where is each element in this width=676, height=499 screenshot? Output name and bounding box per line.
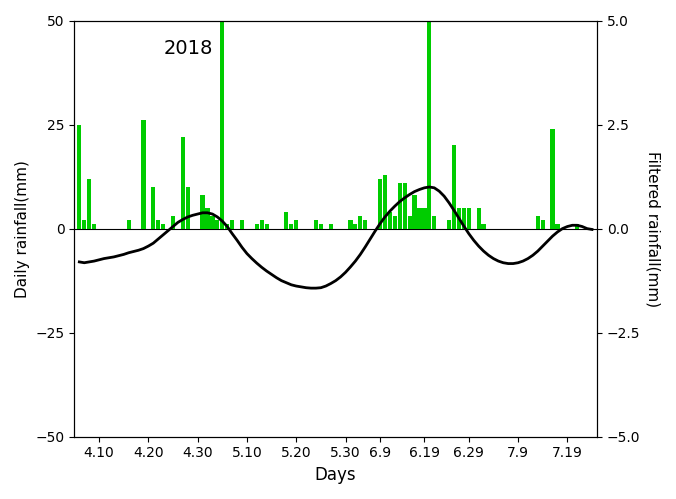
Bar xyxy=(363,220,367,229)
Bar xyxy=(556,225,560,229)
Bar xyxy=(151,187,155,229)
Bar xyxy=(457,208,461,229)
Bar xyxy=(550,129,555,229)
Bar xyxy=(422,208,427,229)
Bar xyxy=(319,225,323,229)
Bar xyxy=(383,175,387,229)
Bar xyxy=(220,20,224,229)
Bar xyxy=(92,225,96,229)
Bar xyxy=(77,125,81,229)
Bar xyxy=(201,195,205,229)
Bar xyxy=(427,20,431,229)
Bar xyxy=(575,225,579,229)
Bar xyxy=(393,216,397,229)
Bar xyxy=(354,225,358,229)
Bar xyxy=(87,179,91,229)
Bar xyxy=(180,137,185,229)
Bar xyxy=(255,225,259,229)
Bar xyxy=(408,216,412,229)
Bar xyxy=(397,183,402,229)
Bar xyxy=(541,220,545,229)
Y-axis label: Filtered rainfall(mm): Filtered rainfall(mm) xyxy=(646,151,661,307)
Bar xyxy=(358,216,362,229)
Bar xyxy=(378,179,382,229)
Bar xyxy=(264,225,269,229)
Bar xyxy=(126,220,130,229)
Bar xyxy=(230,220,235,229)
Bar xyxy=(186,187,190,229)
Bar xyxy=(171,216,175,229)
Bar xyxy=(447,220,451,229)
Y-axis label: Daily rainfall(mm): Daily rainfall(mm) xyxy=(15,160,30,297)
Bar xyxy=(388,212,392,229)
Bar xyxy=(294,220,298,229)
Bar xyxy=(452,145,456,229)
Bar xyxy=(206,208,210,229)
X-axis label: Days: Days xyxy=(315,466,356,484)
Bar xyxy=(412,195,416,229)
Bar xyxy=(210,216,214,229)
Bar xyxy=(215,220,220,229)
Bar xyxy=(240,220,244,229)
Bar xyxy=(535,216,540,229)
Bar xyxy=(417,208,422,229)
Bar xyxy=(481,225,485,229)
Bar xyxy=(348,220,353,229)
Bar xyxy=(289,225,293,229)
Bar xyxy=(477,208,481,229)
Bar xyxy=(314,220,318,229)
Bar xyxy=(156,220,160,229)
Bar xyxy=(462,208,466,229)
Bar xyxy=(225,225,229,229)
Bar xyxy=(141,120,145,229)
Bar xyxy=(432,216,437,229)
Bar xyxy=(285,212,289,229)
Bar xyxy=(82,220,87,229)
Bar xyxy=(161,225,165,229)
Text: 2018: 2018 xyxy=(163,39,212,58)
Bar xyxy=(329,225,333,229)
Bar xyxy=(466,208,471,229)
Bar xyxy=(260,220,264,229)
Bar xyxy=(403,183,407,229)
